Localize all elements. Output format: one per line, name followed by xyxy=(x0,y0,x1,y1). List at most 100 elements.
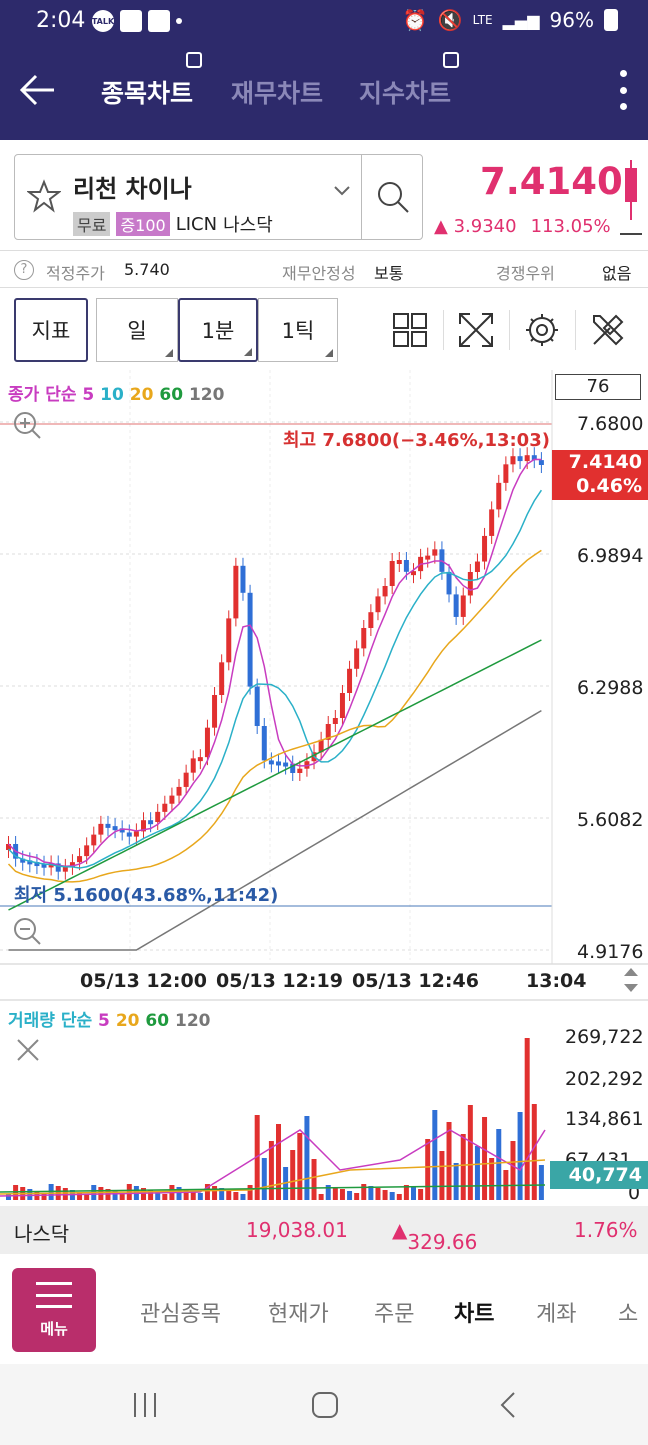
fair-price-label: 적정주가 xyxy=(46,264,105,283)
candle xyxy=(27,860,33,865)
candle xyxy=(375,596,381,613)
back-icon[interactable] xyxy=(494,1390,524,1420)
candle xyxy=(197,757,203,762)
volume-bar xyxy=(276,1124,281,1200)
volume-bar xyxy=(197,1193,203,1200)
volume-bar xyxy=(141,1188,146,1200)
y-tick: 6.2988 xyxy=(577,677,644,699)
volume-bar xyxy=(226,1190,232,1200)
tools-icon[interactable] xyxy=(588,310,628,350)
volume-bar xyxy=(474,1146,480,1200)
status-time: 2:04 xyxy=(36,8,86,33)
volume-bar xyxy=(425,1139,431,1200)
ma60-line xyxy=(8,639,542,911)
chevron-down-icon[interactable] xyxy=(333,185,351,197)
current-price: 7.4140 xyxy=(480,160,623,203)
tab-badge-icon xyxy=(443,52,459,68)
stock-name: 리천 차이나 xyxy=(73,175,192,203)
candle xyxy=(538,460,544,465)
recents-icon[interactable] xyxy=(130,1390,160,1420)
nav-more[interactable]: 소 xyxy=(618,1302,639,1327)
nav-quote[interactable]: 현재가 xyxy=(268,1302,329,1327)
ma10-line xyxy=(7,489,543,869)
volume-bar xyxy=(467,1105,473,1200)
fullscreen-icon[interactable] xyxy=(456,310,496,350)
volume-bar xyxy=(290,1150,296,1200)
volume-bar xyxy=(517,1112,523,1200)
volume-bar xyxy=(212,1186,218,1200)
app-bar: 종목차트 재무차트 지수차트 xyxy=(0,44,648,140)
menu-button[interactable]: 메뉴 xyxy=(12,1268,96,1352)
period-1tick-button[interactable]: 1틱 xyxy=(258,298,338,362)
period-day-button[interactable]: 일 xyxy=(96,298,178,362)
visible-count[interactable]: 76 xyxy=(555,374,641,400)
candle xyxy=(69,862,75,867)
menu-label: 메뉴 xyxy=(40,1320,68,1338)
settings-gear-icon[interactable] xyxy=(522,310,562,350)
x-tick: 05/13 12:00 xyxy=(80,970,207,992)
price-volume-chart[interactable] xyxy=(0,370,648,1206)
zoom-out-icon[interactable] xyxy=(12,916,42,946)
nav-watchlist[interactable]: 관심종목 xyxy=(140,1302,221,1327)
bottom-nav: 메뉴 관심종목 현재가 주문 차트 계좌 소 xyxy=(0,1254,648,1364)
zoom-in-icon[interactable] xyxy=(12,410,42,440)
legend-ma60: 60 xyxy=(159,385,184,405)
candle xyxy=(332,718,338,724)
volume-bar xyxy=(460,1134,466,1200)
index-value: 19,038.01 xyxy=(246,1218,348,1242)
volume-bar xyxy=(347,1191,353,1200)
divider xyxy=(443,310,444,350)
candle xyxy=(148,820,154,825)
chart-area[interactable]: 종가 단순 5 10 20 60 120 76 최고 7.6800(−3.46%… xyxy=(0,370,648,1206)
y-tick: 4.9176 xyxy=(577,941,644,963)
candle xyxy=(318,739,324,753)
volume-bar xyxy=(432,1110,438,1200)
ticker: LICN xyxy=(175,213,218,235)
low-label: 최저 5.1600(43.68%,11:42) xyxy=(14,885,279,906)
volume-bar xyxy=(311,1159,317,1200)
divider xyxy=(575,310,576,350)
hamburger-icon xyxy=(36,1282,72,1308)
nav-account[interactable]: 계좌 xyxy=(536,1302,577,1327)
layout-grid-icon[interactable] xyxy=(390,310,430,350)
volume-bar xyxy=(119,1193,125,1200)
volume-bar xyxy=(361,1184,367,1200)
back-arrow-icon[interactable] xyxy=(18,72,58,108)
candle xyxy=(411,571,416,576)
free-tag: 무료 xyxy=(73,212,111,236)
vol-tick: 269,722 xyxy=(565,1026,644,1048)
tab-stock-chart[interactable]: 종목차트 xyxy=(101,79,194,108)
more-menu-icon[interactable] xyxy=(620,70,628,110)
tab-index-chart[interactable]: 지수차트 xyxy=(359,79,452,108)
y-tick: 7.6800 xyxy=(577,413,644,435)
search-icon[interactable] xyxy=(375,179,411,215)
candle xyxy=(482,535,488,562)
question-icon[interactable]: ? xyxy=(14,260,34,280)
candle xyxy=(425,555,431,560)
volume-bar xyxy=(112,1191,118,1200)
nav-order[interactable]: 주문 xyxy=(374,1302,415,1327)
volume-bar xyxy=(389,1192,395,1200)
candle xyxy=(204,727,210,758)
ma20-line xyxy=(7,549,542,883)
nav-chart[interactable]: 차트 xyxy=(454,1302,495,1327)
indicator-button[interactable]: 지표 xyxy=(14,298,88,362)
period-1min-button[interactable]: 1분 xyxy=(178,298,258,362)
close-icon[interactable] xyxy=(14,1036,42,1064)
competitive-value: 없음 xyxy=(602,264,632,283)
tab-badge-icon xyxy=(186,52,202,68)
candle xyxy=(297,768,303,773)
home-icon[interactable] xyxy=(310,1390,340,1420)
star-icon[interactable] xyxy=(27,179,61,213)
volume-bar xyxy=(332,1187,338,1200)
index-bar[interactable]: 나스닥 19,038.01 ▲ 329.66 1.76% xyxy=(0,1206,648,1254)
tab-financial-chart[interactable]: 재무차트 xyxy=(231,79,324,108)
candle xyxy=(254,686,260,726)
stock-selector[interactable]: 리천 차이나 무료 증100 LICN 나스닥 xyxy=(14,154,423,240)
current-volume-tag: 40,774 xyxy=(550,1161,648,1189)
candle xyxy=(496,482,502,510)
candle xyxy=(176,786,182,796)
scroll-updown-icon[interactable] xyxy=(622,966,640,994)
volume-bar xyxy=(155,1192,161,1200)
candle xyxy=(368,612,374,628)
